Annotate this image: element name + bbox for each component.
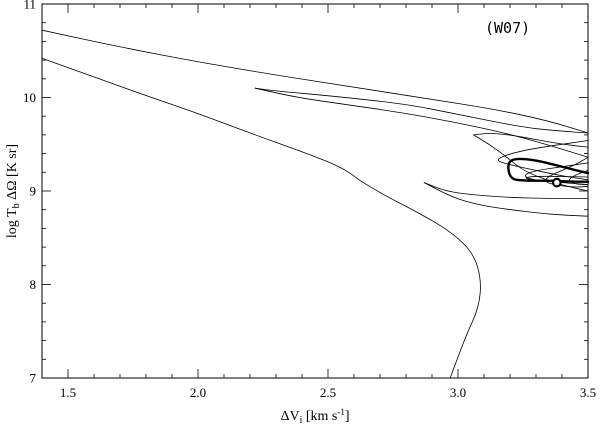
best-fit-marker (551, 177, 562, 188)
contour-line-9 (423, 182, 589, 199)
y-axis-title: log Tb ΔΩ [K sr] (5, 144, 22, 238)
contour-lines (41, 29, 590, 379)
y-tick-label: 9 (30, 184, 37, 199)
y-tick-label: 10 (23, 90, 36, 105)
contour-line-1 (41, 29, 589, 134)
x-tick-label: 3.5 (580, 385, 596, 400)
y-tick-label: 11 (23, 0, 36, 12)
x-tick-label: 2.0 (190, 385, 206, 400)
y-axis-ticks: 7 8 9 10 11 (23, 0, 588, 386)
x-axis-ticks: 1.5 2.0 2.5 3.0 3.5 (41, 4, 596, 400)
contour-line-2 (254, 87, 589, 134)
contour-line-5 (361, 181, 481, 379)
annotation-label: (W07) (485, 19, 530, 37)
plot-frame (41, 3, 589, 379)
best-fit-point (551, 177, 562, 188)
x-tick-label: 1.5 (60, 385, 76, 400)
x-tick-label: 2.5 (320, 385, 336, 400)
contour-line-6 (473, 133, 589, 148)
contour-line-10 (423, 182, 589, 217)
contour-line-bold (507, 157, 590, 183)
contour-line-3 (254, 87, 589, 158)
y-tick-label: 7 (30, 371, 37, 386)
x-axis-title: ΔVi [km s-1] (280, 407, 349, 426)
x-tick-label: 3.0 (450, 385, 466, 400)
y-tick-label: 8 (30, 277, 37, 292)
contour-line-4 (41, 57, 363, 183)
contour-line-8 (497, 140, 589, 181)
